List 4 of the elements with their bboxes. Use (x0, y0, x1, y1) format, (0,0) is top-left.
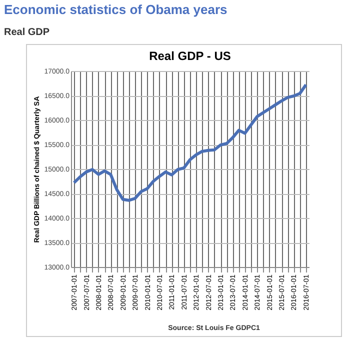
text: Real GDP (4, 27, 51, 38)
text: Economic statistics of Obama years (4, 2, 228, 17)
chart-title: Real GDP - US (149, 49, 231, 63)
line-series (72, 83, 308, 202)
